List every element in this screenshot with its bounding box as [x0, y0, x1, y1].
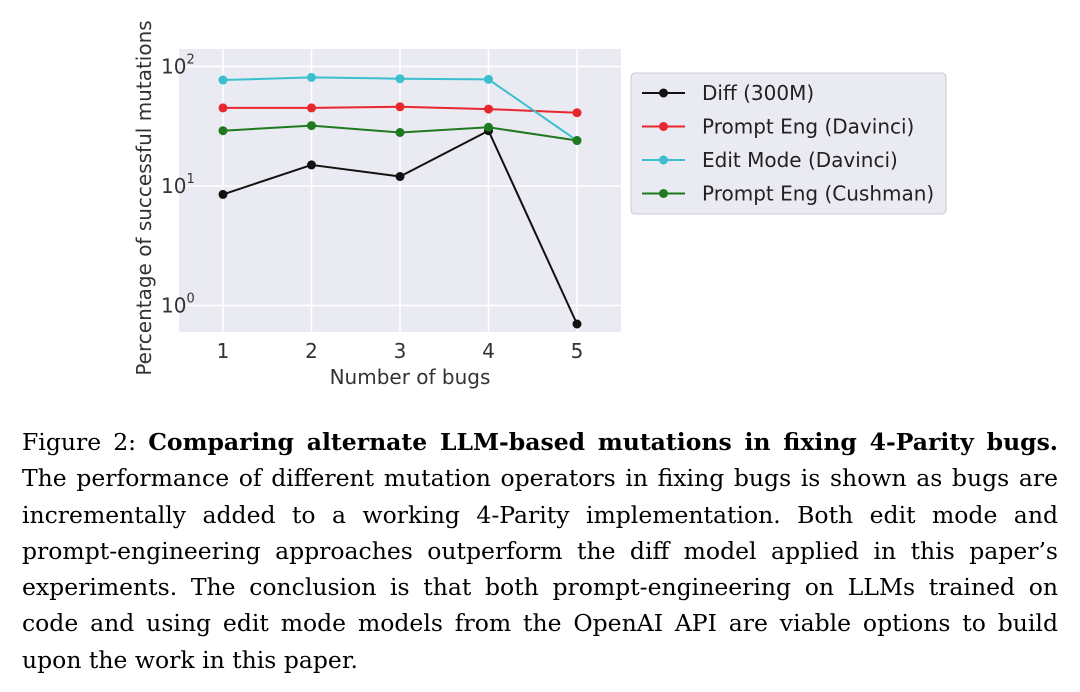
legend-label: Diff (300M) — [702, 81, 814, 105]
x-tick-label: 4 — [482, 339, 495, 363]
y-tick-base: 10 — [161, 293, 186, 317]
data-point — [395, 102, 405, 112]
legend-label: Edit Mode (Davinci) — [702, 148, 898, 172]
data-point — [572, 136, 582, 146]
data-point — [307, 121, 316, 131]
legend-swatch-marker — [659, 122, 668, 131]
data-point — [218, 189, 228, 199]
figure-title: Comparing alternate LLM-based mutations … — [148, 428, 1058, 456]
legend-swatch-marker — [659, 88, 668, 98]
y-tick-label: 102 — [161, 52, 195, 78]
legend-entries: Diff (300M) Prompt Eng (Davinci) Edit Mode… — [642, 81, 934, 206]
y-tick-exponent: 0 — [186, 291, 194, 306]
y-tick-base: 10 — [161, 54, 186, 78]
y-tick-base: 10 — [161, 174, 186, 198]
data-point — [572, 108, 582, 118]
legend-entry: Prompt Eng (Davinci) — [642, 115, 914, 139]
figure-label: Figure 2: — [22, 428, 137, 456]
data-point — [218, 126, 228, 136]
x-tick-label: 1 — [217, 339, 230, 363]
series-1 — [218, 102, 582, 118]
data-point — [395, 128, 405, 138]
legend: Diff (300M) Prompt Eng (Davinci) Edit Mode… — [630, 72, 947, 215]
data-point — [218, 103, 228, 113]
legend-entry: Prompt Eng (Cushman) — [642, 182, 934, 206]
figure-caption: Figure 2: Comparing alternate LLM-based … — [22, 424, 1058, 678]
x-tick-label: 2 — [305, 339, 318, 363]
x-tick-labels: 1 2 3 4 5 — [217, 339, 584, 363]
y-tick-label: 100 — [161, 291, 195, 317]
legend-entry: Edit Mode (Davinci) — [642, 148, 898, 172]
data-point — [395, 74, 405, 84]
series-3 — [218, 121, 582, 146]
data-point — [484, 104, 493, 114]
grid-lines — [179, 49, 621, 332]
data-point — [484, 74, 493, 84]
y-tick-exponent: 2 — [186, 52, 194, 67]
data-point — [484, 122, 493, 132]
series-lines — [218, 72, 582, 329]
x-axis-label: Number of bugs — [330, 365, 491, 389]
y-tick-label: 101 — [161, 172, 195, 198]
x-tick-label: 5 — [571, 339, 584, 363]
data-point — [307, 72, 316, 82]
y-tick-exponent: 1 — [186, 172, 194, 187]
data-point — [307, 103, 316, 113]
data-point — [395, 172, 405, 182]
y-axis-label: Percentage of successful mutations — [132, 20, 156, 375]
legend-entry: Diff (300M) — [642, 81, 814, 105]
figure-caption-body: The performance of different mutation op… — [22, 464, 1058, 674]
data-point — [307, 160, 316, 170]
x-tick-label: 3 — [394, 339, 407, 363]
legend-swatch-marker — [659, 155, 668, 165]
legend-box — [630, 72, 947, 215]
legend-label: Prompt Eng (Davinci) — [702, 115, 914, 139]
legend-swatch-marker — [659, 189, 668, 198]
data-point — [572, 319, 582, 329]
data-point — [218, 75, 228, 85]
legend-label: Prompt Eng (Cushman) — [702, 182, 934, 206]
